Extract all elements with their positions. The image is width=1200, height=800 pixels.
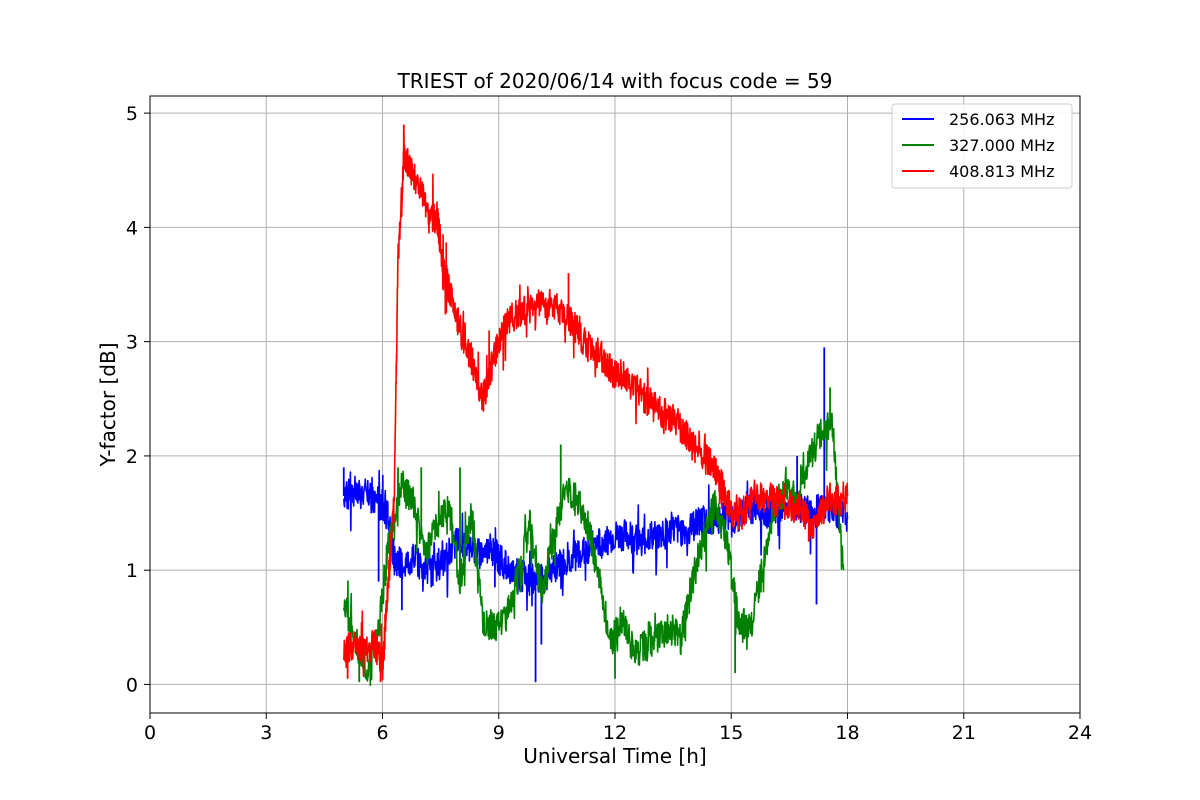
x-tick-label: 18 — [835, 722, 859, 744]
series-3 — [343, 124, 849, 683]
x-tick-label: 21 — [952, 722, 976, 744]
x-tick-label: 6 — [376, 722, 388, 744]
legend: 256.063 MHz 327.000 MHz 408.813 MHz — [891, 103, 1073, 189]
legend-box — [891, 103, 1073, 189]
y-tick-label: 5 — [126, 103, 138, 125]
x-tick-label: 0 — [144, 722, 156, 744]
y-tick-label: 4 — [126, 217, 138, 239]
x-axis-label: Universal Time [h] — [523, 744, 706, 768]
y-tick-label: 1 — [126, 560, 138, 582]
x-tick-label: 24 — [1068, 722, 1092, 744]
y-tick-label: 3 — [126, 332, 138, 354]
series-layer — [342, 124, 849, 687]
y-axis-label: Y-factor [dB] — [96, 342, 120, 467]
series-line — [343, 469, 849, 612]
series-2 — [343, 387, 845, 687]
chart-title: TRIEST of 2020/06/14 with focus code = 5… — [397, 69, 833, 93]
x-tick-label: 15 — [719, 722, 743, 744]
y-tick-label: 0 — [126, 674, 138, 696]
legend-label: 256.063 MHz — [949, 110, 1054, 129]
x-tick-label: 9 — [493, 722, 505, 744]
x-tick-label: 3 — [260, 722, 272, 744]
y-tick-label: 2 — [126, 446, 138, 468]
legend-label: 327.000 MHz — [949, 136, 1054, 155]
x-tick-label: 12 — [603, 722, 627, 744]
series-line — [343, 412, 845, 687]
legend-label: 408.813 MHz — [949, 162, 1054, 181]
